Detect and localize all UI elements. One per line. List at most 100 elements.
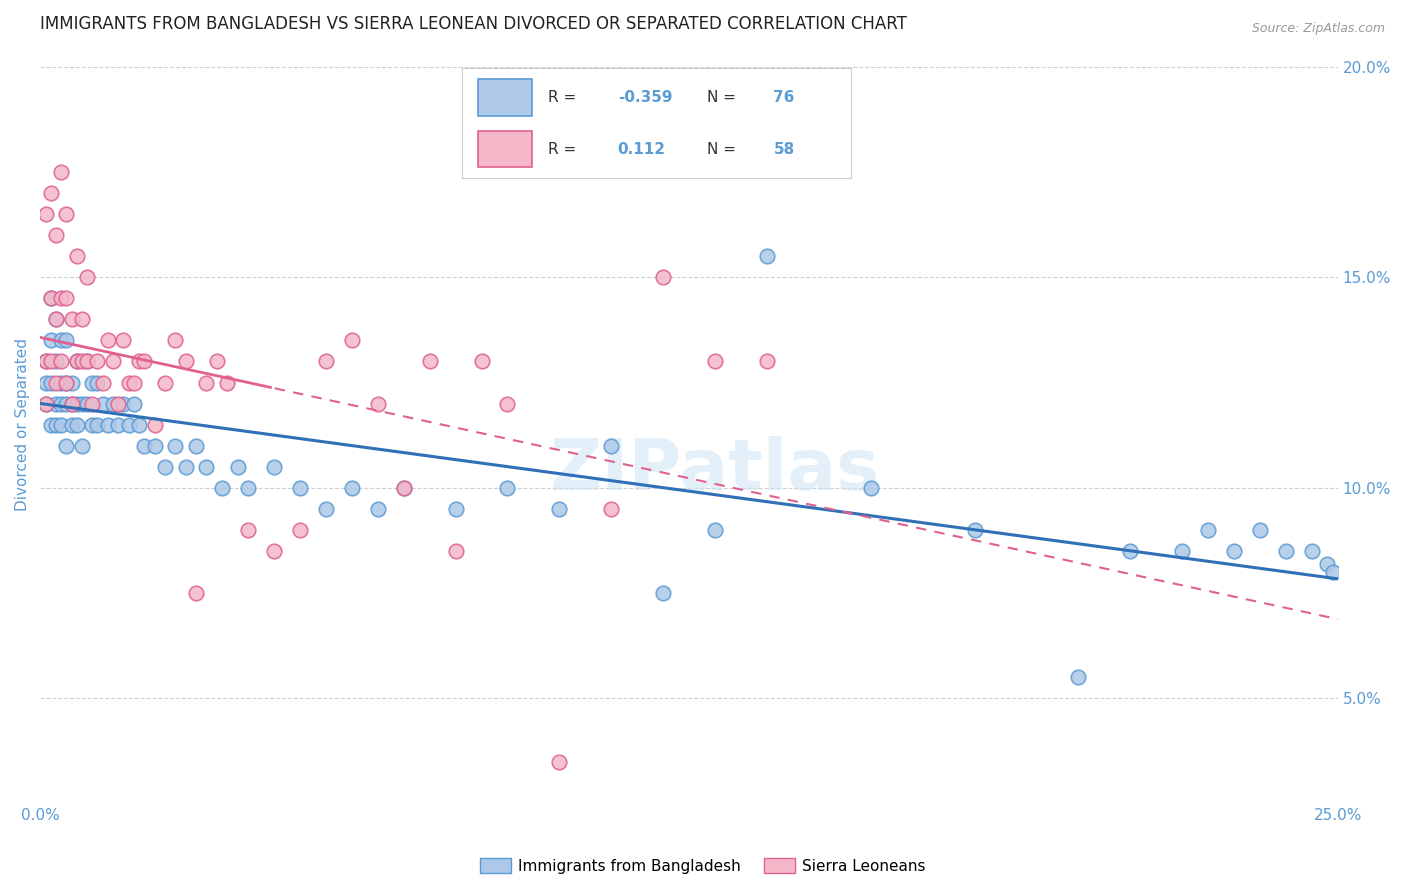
Point — [82, 417, 104, 432]
Point — [70, 439, 93, 453]
Point — [122, 376, 145, 390]
Point — [704, 523, 727, 537]
Point — [263, 544, 285, 558]
Point — [1067, 670, 1090, 684]
Point — [91, 376, 114, 390]
Y-axis label: Divorced or Separated: Divorced or Separated — [15, 338, 30, 511]
Point — [184, 439, 207, 453]
Point — [39, 354, 62, 368]
Point — [340, 481, 363, 495]
Point — [134, 354, 156, 368]
Point — [101, 354, 124, 368]
Point — [51, 376, 73, 390]
Point — [217, 376, 239, 390]
Point — [76, 354, 98, 368]
Point — [39, 376, 62, 390]
Point — [128, 354, 150, 368]
Point — [66, 249, 89, 263]
Point — [55, 376, 77, 390]
Point — [112, 334, 135, 348]
Point — [45, 376, 67, 390]
Point — [76, 396, 98, 410]
Point — [51, 334, 73, 348]
Point — [39, 186, 62, 200]
Point — [236, 481, 259, 495]
Point — [55, 334, 77, 348]
Point — [165, 439, 187, 453]
Point — [70, 396, 93, 410]
Point — [470, 354, 492, 368]
Point — [45, 417, 67, 432]
Text: IMMIGRANTS FROM BANGLADESH VS SIERRA LEONEAN DIVORCED OR SEPARATED CORRELATION C: IMMIGRANTS FROM BANGLADESH VS SIERRA LEO… — [41, 15, 907, 33]
Point — [45, 354, 67, 368]
Point — [51, 396, 73, 410]
Point — [1119, 544, 1142, 558]
Point — [174, 459, 197, 474]
Point — [66, 354, 89, 368]
Point — [652, 270, 675, 285]
Point — [288, 523, 311, 537]
Point — [101, 396, 124, 410]
Point — [600, 439, 623, 453]
Point — [51, 354, 73, 368]
Point — [55, 396, 77, 410]
Point — [496, 481, 519, 495]
Point — [60, 417, 83, 432]
Point — [60, 396, 83, 410]
Point — [76, 354, 98, 368]
Point — [34, 376, 56, 390]
Point — [288, 481, 311, 495]
Point — [107, 417, 129, 432]
Point — [211, 481, 233, 495]
Point — [174, 354, 197, 368]
Point — [315, 354, 337, 368]
Point — [143, 439, 166, 453]
Point — [117, 376, 139, 390]
Point — [652, 586, 675, 600]
Point — [55, 291, 77, 305]
Point — [128, 417, 150, 432]
Point — [195, 459, 218, 474]
Point — [86, 376, 108, 390]
Point — [70, 312, 93, 326]
Point — [205, 354, 228, 368]
Point — [51, 165, 73, 179]
Point — [66, 354, 89, 368]
Point — [1316, 557, 1339, 571]
Point — [82, 376, 104, 390]
Point — [66, 396, 89, 410]
Legend: Immigrants from Bangladesh, Sierra Leoneans: Immigrants from Bangladesh, Sierra Leone… — [474, 852, 932, 880]
Point — [39, 291, 62, 305]
Point — [60, 376, 83, 390]
Point — [86, 354, 108, 368]
Point — [755, 249, 778, 263]
Point — [548, 501, 571, 516]
Point — [236, 523, 259, 537]
Point — [367, 501, 389, 516]
Point — [755, 354, 778, 368]
Point — [70, 354, 93, 368]
Point — [165, 334, 187, 348]
Point — [34, 396, 56, 410]
Point — [66, 417, 89, 432]
Text: ZIPatlas: ZIPatlas — [550, 435, 880, 505]
Point — [1223, 544, 1246, 558]
Point — [1301, 544, 1323, 558]
Point — [45, 396, 67, 410]
Point — [55, 207, 77, 221]
Point — [444, 544, 467, 558]
Point — [34, 354, 56, 368]
Point — [97, 417, 120, 432]
Point — [1249, 523, 1271, 537]
Point — [1322, 565, 1344, 579]
Point — [91, 396, 114, 410]
Point — [45, 228, 67, 243]
Point — [963, 523, 986, 537]
Point — [112, 396, 135, 410]
Point — [60, 312, 83, 326]
Point — [107, 396, 129, 410]
Point — [97, 334, 120, 348]
Point — [45, 312, 67, 326]
Point — [143, 417, 166, 432]
Point — [86, 417, 108, 432]
